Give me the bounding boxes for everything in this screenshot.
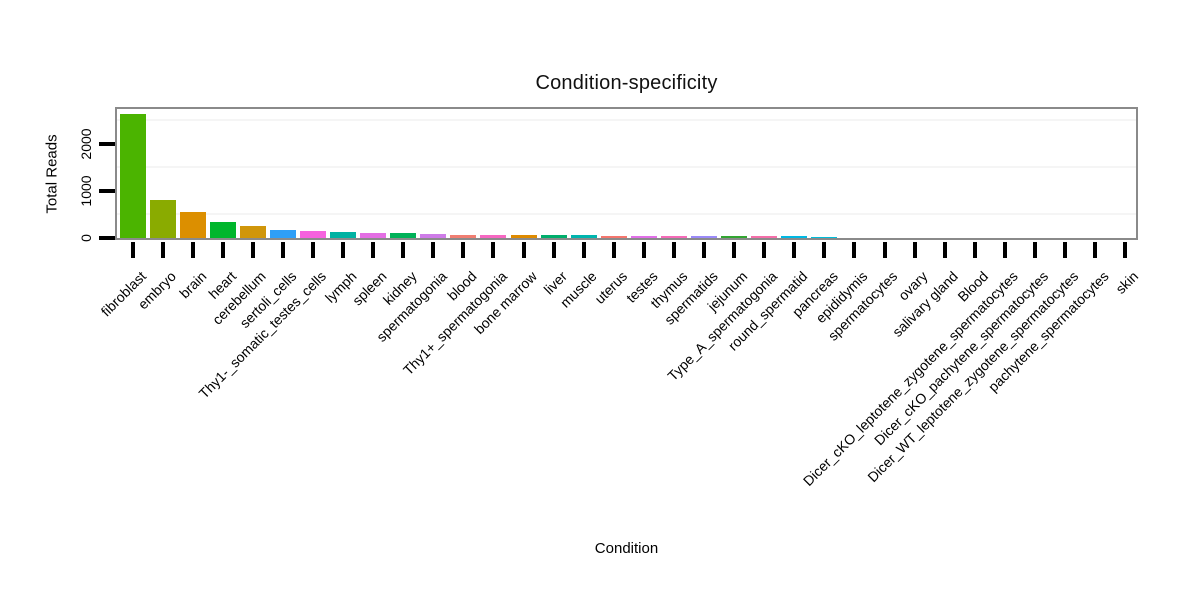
x-tick [1032,242,1037,258]
y-tick [99,188,115,193]
bar-Thy1-_somatic_testes_cells [299,230,326,238]
y-tick [99,236,115,240]
bar-pancreas [811,236,838,238]
x-tick [190,242,195,258]
bar-spermatids [691,236,718,238]
bar-kidney [390,233,417,238]
bar-Thy1+_spermatogonia [480,234,507,238]
x-tick [1093,242,1098,258]
y-tick-label: 0 [78,234,94,242]
x-tick [310,242,315,258]
x-tick [912,242,917,258]
bar-brain [179,211,206,238]
x-tick [611,242,616,258]
x-tick-label: skin [1112,268,1142,297]
bar-spleen [360,232,387,238]
x-axis-title: Condition [594,540,659,557]
x-tick [641,242,646,258]
x-tick [130,242,135,258]
y-tick [99,141,115,146]
x-tick [371,242,376,258]
bar-testes [630,235,657,238]
x-tick [972,242,977,258]
x-tick-label: brain [175,268,209,302]
bar-uterus [600,235,627,238]
minor-gridline [117,166,1136,169]
x-tick [521,242,526,258]
x-tick [250,242,255,258]
bar-lymph [330,232,357,238]
x-tick [160,242,165,258]
chart-title: Condition-specificity [535,72,718,94]
x-tick [1062,242,1067,258]
bar-fibroblast [119,113,146,238]
x-tick [1002,242,1007,258]
x-tick-label: Dicer_WT_leptotene_zygotene_spermatocyte… [864,268,1082,486]
x-tick [461,242,466,258]
x-tick [341,242,346,258]
x-tick [401,242,406,258]
bar-Type_A_spermatogonia [751,236,778,238]
bar-bone marrow [510,235,537,238]
y-tick-label: 1000 [78,175,94,207]
x-tick [491,242,496,258]
x-tick [792,242,797,258]
x-tick [732,242,737,258]
minor-gridline [117,119,1136,121]
x-tick [702,242,707,258]
y-axis-title: Total Reads [43,134,61,214]
x-tick [1123,242,1128,258]
bar-cerebellum [239,225,266,238]
bar-spermatogonia [420,234,447,238]
x-tick [581,242,586,258]
bar-jejunum [721,236,748,238]
minor-gridline [117,213,1136,216]
x-tick [551,242,556,258]
x-tick [942,242,947,258]
x-tick [852,242,857,258]
bar-thymus [660,236,687,238]
x-tick [671,242,676,258]
x-tick [220,242,225,258]
x-tick [822,242,827,258]
plot-area [115,107,1138,240]
x-tick [882,242,887,258]
bar-heart [209,222,236,238]
bar-muscle [570,235,597,238]
bar-round_spermatid [781,236,808,238]
x-tick-label: uterus [591,268,631,307]
x-tick [762,242,767,258]
bar-blood [450,234,477,238]
x-tick [280,242,285,258]
x-tick [431,242,436,258]
bar-liver [540,235,567,238]
bar-sertoli_cells [269,229,296,238]
y-tick-label: 2000 [78,128,94,160]
bar-embryo [149,200,176,238]
